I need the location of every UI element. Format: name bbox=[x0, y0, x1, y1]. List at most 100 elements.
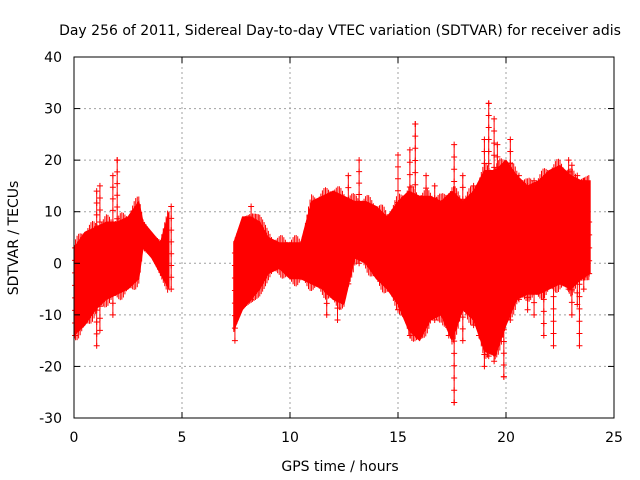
data-point-marker bbox=[550, 244, 557, 251]
data-point-marker bbox=[93, 295, 100, 302]
data-point-marker bbox=[96, 327, 103, 334]
data-point-marker bbox=[491, 334, 498, 341]
data-point-marker bbox=[494, 166, 501, 173]
data-point-marker bbox=[248, 284, 255, 291]
data-point-marker bbox=[476, 283, 482, 290]
data-point-marker bbox=[445, 193, 452, 200]
data-point-marker bbox=[491, 188, 498, 195]
data-point-marker bbox=[500, 350, 507, 357]
data-point-marker bbox=[423, 284, 430, 291]
data-point-marker bbox=[406, 245, 413, 252]
data-point-marker bbox=[323, 231, 330, 238]
data-point-marker bbox=[109, 277, 116, 284]
data-point-marker bbox=[395, 151, 401, 158]
data-point-marker bbox=[491, 140, 498, 147]
data-point-marker bbox=[445, 332, 452, 339]
data-point-marker bbox=[565, 239, 572, 246]
data-point-marker bbox=[540, 260, 547, 267]
data-point-marker bbox=[96, 279, 103, 286]
data-point-marker bbox=[431, 292, 438, 299]
data-point-marker bbox=[93, 283, 100, 290]
data-point-marker bbox=[494, 190, 501, 197]
data-point-marker bbox=[109, 311, 116, 318]
data-point-marker bbox=[531, 287, 538, 294]
data-point-marker bbox=[406, 196, 413, 203]
data-point-marker bbox=[507, 196, 514, 203]
data-point-marker bbox=[412, 181, 419, 188]
data-point-marker bbox=[431, 243, 438, 250]
data-point-marker bbox=[445, 228, 452, 235]
data-point-marker bbox=[550, 281, 557, 288]
data-point-marker bbox=[568, 249, 575, 256]
data-point-marker bbox=[431, 195, 438, 202]
data-point-marker bbox=[485, 317, 492, 324]
data-point-marker bbox=[565, 262, 572, 269]
data-point-marker bbox=[323, 243, 330, 250]
data-point-marker bbox=[476, 259, 482, 266]
data-point-marker bbox=[459, 302, 466, 309]
data-point-marker bbox=[345, 280, 352, 287]
data-point-marker bbox=[412, 315, 419, 322]
data-point-marker bbox=[451, 166, 458, 173]
data-point-marker bbox=[72, 269, 79, 276]
data-point-marker bbox=[481, 279, 488, 286]
data-point-marker bbox=[356, 202, 363, 209]
data-point-marker bbox=[515, 271, 522, 278]
data-point-marker bbox=[451, 141, 458, 148]
data-point-marker bbox=[507, 268, 514, 275]
data-point-marker bbox=[248, 226, 255, 233]
data-point-marker bbox=[568, 162, 575, 169]
data-point-marker bbox=[481, 303, 488, 310]
data-point-marker bbox=[412, 121, 419, 128]
data-point-marker bbox=[114, 168, 121, 175]
data-point-marker bbox=[395, 199, 401, 206]
data-point-marker bbox=[406, 146, 413, 153]
data-point-marker bbox=[395, 163, 401, 170]
data-point-marker bbox=[248, 238, 255, 245]
data-point-marker bbox=[485, 256, 492, 263]
x-tick-label: 25 bbox=[605, 430, 623, 446]
data-point-marker bbox=[406, 221, 413, 228]
data-point-marker bbox=[93, 211, 100, 218]
data-point-marker bbox=[395, 306, 401, 313]
data-point-marker bbox=[168, 215, 175, 222]
data-point-marker bbox=[412, 145, 419, 152]
data-point-marker bbox=[231, 249, 238, 256]
data-point-marker bbox=[507, 172, 514, 179]
data-point-marker bbox=[491, 212, 498, 219]
data-point-marker bbox=[494, 141, 501, 148]
data-point-marker bbox=[494, 239, 501, 246]
data-point-marker bbox=[491, 237, 498, 244]
data-point-marker bbox=[507, 148, 514, 155]
x-tick-label: 0 bbox=[70, 430, 79, 446]
data-point-marker bbox=[72, 294, 79, 301]
data-point-marker bbox=[412, 230, 419, 237]
data-point-marker bbox=[500, 373, 507, 380]
data-point-marker bbox=[507, 292, 514, 299]
data-point-marker bbox=[109, 230, 116, 237]
data-point-marker bbox=[540, 236, 547, 243]
data-point-marker bbox=[96, 194, 103, 201]
data-point-marker bbox=[500, 185, 507, 192]
data-point-marker bbox=[568, 224, 575, 231]
data-point-marker bbox=[568, 299, 575, 306]
data-point-marker bbox=[406, 183, 413, 190]
data-point-marker bbox=[485, 208, 492, 215]
data-point-marker bbox=[451, 264, 458, 271]
data-point-marker bbox=[586, 270, 593, 277]
data-point-marker bbox=[491, 164, 498, 171]
x-tick-label: 5 bbox=[178, 430, 187, 446]
data-point-marker bbox=[491, 321, 498, 328]
data-point-marker bbox=[459, 266, 466, 273]
data-point-marker bbox=[248, 203, 255, 210]
data-point-marker bbox=[451, 338, 458, 345]
data-point-marker bbox=[507, 220, 514, 227]
data-point-marker bbox=[485, 292, 492, 299]
data-point-marker bbox=[323, 300, 330, 307]
data-point-marker bbox=[481, 363, 488, 370]
data-point-marker bbox=[451, 276, 458, 283]
data-point-marker bbox=[431, 256, 438, 263]
data-point-marker bbox=[248, 273, 255, 280]
data-point-marker bbox=[345, 196, 352, 203]
data-point-marker bbox=[412, 278, 419, 285]
